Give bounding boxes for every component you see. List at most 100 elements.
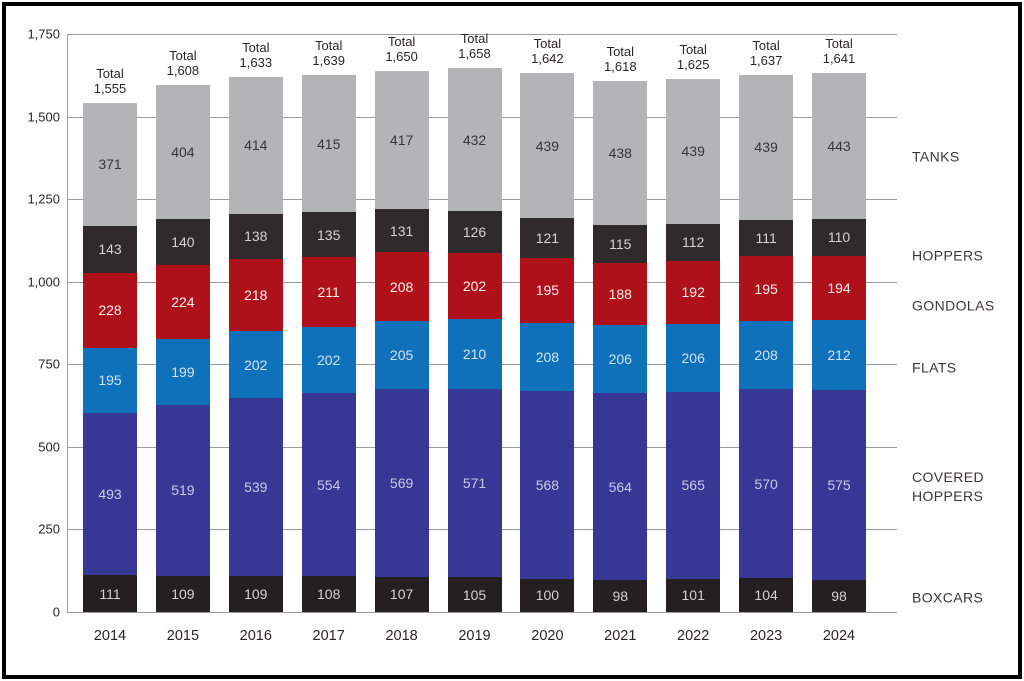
bar-segment-gondolas-2021: 188 [593, 263, 648, 326]
bar-segment-gondolas-2017: 211 [301, 256, 356, 327]
segment-value-flats-2019: 210 [462, 346, 487, 363]
bar-segment-tanks-2023: 439 [739, 74, 794, 220]
segment-value-flats-2022: 206 [681, 350, 705, 367]
bar-segment-boxcars-2014: 111 [83, 575, 137, 612]
segment-value-hoppers-2021: 115 [609, 236, 632, 253]
segment-value-gondolas-2018: 208 [389, 278, 414, 295]
bar-segment-tanks-2017: 415 [301, 75, 356, 213]
bar-segment-boxcars-2016: 109 [228, 576, 283, 612]
segment-value-tanks-2015: 404 [171, 143, 195, 160]
bar-segment-hoppers-2018: 131 [374, 209, 429, 253]
bar-2023: 104 570 208 195 111 439 [739, 6, 794, 612]
segment-value-covered-hoppers-2021: 564 [608, 478, 632, 495]
bar-segment-flats-2021: 206 [593, 325, 648, 394]
bar-segment-covered-hoppers-2019: 571 [447, 388, 502, 578]
segment-value-boxcars-2015: 109 [171, 586, 195, 602]
segment-value-boxcars-2017: 108 [317, 586, 341, 603]
segment-value-tanks-2014: 371 [98, 156, 122, 173]
bar-segment-gondolas-2015: 224 [155, 264, 210, 339]
bar-segment-hoppers-2014: 143 [83, 225, 137, 273]
segment-value-tanks-2020: 439 [535, 137, 560, 154]
bar-segment-covered-hoppers-2015: 519 [155, 404, 210, 576]
segment-value-covered-hoppers-2018: 569 [389, 474, 414, 491]
plot-area: 0 250 500 750 1,000 1,250 1,500 1,750 111 493 195 2… [6, 6, 1018, 675]
segment-value-tanks-2019: 432 [462, 131, 487, 148]
bar-segment-flats-2022: 206 [666, 324, 721, 393]
segment-value-flats-2020: 208 [535, 349, 560, 366]
bar-segment-gondolas-2024: 194 [812, 255, 866, 320]
total-label-2014: Total 1,555 [93, 66, 127, 97]
legend-label-tanks: TANKS [912, 148, 960, 165]
segment-value-hoppers-2018: 131 [389, 222, 414, 239]
segment-value-boxcars-2022: 101 [681, 587, 705, 604]
bar-segment-tanks-2020: 439 [520, 73, 575, 219]
y-axis-line [67, 34, 68, 612]
segment-value-gondolas-2020: 195 [535, 282, 560, 299]
segment-value-boxcars-2014: 111 [99, 585, 121, 602]
segment-value-tanks-2018: 417 [389, 132, 414, 149]
segment-value-tanks-2022: 439 [681, 143, 705, 160]
x-axis-label-2016: 2016 [239, 628, 272, 644]
bar-segment-hoppers-2021: 115 [593, 225, 648, 264]
segment-value-tanks-2023: 439 [754, 139, 778, 156]
bar-segment-hoppers-2022: 112 [666, 223, 721, 261]
legend-label-covered-hoppers: COVERED HOPPERS [912, 469, 985, 504]
bar-segment-gondolas-2018: 208 [374, 252, 429, 322]
total-label-2023: Total 1,637 [749, 37, 783, 68]
segment-value-gondolas-2017: 211 [317, 283, 340, 300]
segment-value-boxcars-2021: 98 [612, 587, 629, 604]
segment-value-hoppers-2024: 110 [827, 229, 851, 246]
x-axis-label-2015: 2015 [166, 628, 200, 644]
segment-value-covered-hoppers-2023: 570 [754, 475, 778, 492]
bar-segment-gondolas-2019: 202 [447, 252, 502, 320]
bar-segment-hoppers-2015: 140 [155, 218, 210, 265]
bar-segment-flats-2023: 208 [739, 320, 794, 390]
bar-segment-covered-hoppers-2014: 493 [83, 412, 137, 576]
bar-2017: 108 554 202 211 135 415 [301, 6, 356, 612]
total-label-2019: Total 1,658 [458, 31, 491, 62]
segment-value-tanks-2017: 415 [317, 135, 341, 152]
segment-value-hoppers-2015: 140 [171, 233, 195, 250]
segment-value-flats-2014: 195 [98, 372, 122, 389]
bar-2022: 101 565 206 192 112 439 [666, 6, 721, 612]
y-axis-tick-label: 0 [52, 604, 60, 620]
x-axis-label-2024: 2024 [822, 628, 856, 644]
bar-segment-covered-hoppers-2020: 568 [520, 391, 575, 579]
bar-segment-flats-2018: 205 [374, 321, 429, 389]
bar-2021: 98 564 206 188 115 438 [593, 6, 648, 612]
total-label-2021: Total 1,618 [604, 43, 637, 74]
legend-label-hoppers: HOPPERS [912, 247, 984, 264]
bar-2018: 107 569 205 208 131 417 [374, 6, 429, 612]
x-axis-label-2021: 2021 [604, 628, 637, 644]
bar-segment-tanks-2019: 432 [447, 68, 502, 212]
bar-2015: 109 519 199 224 140 404 [155, 6, 210, 612]
total-label-2022: Total 1,625 [676, 41, 710, 72]
segment-value-tanks-2016: 414 [244, 137, 268, 154]
y-axis-tick-label: 500 [38, 439, 60, 455]
segment-value-flats-2016: 202 [244, 356, 268, 373]
bar-segment-boxcars-2021: 98 [593, 579, 648, 612]
bar-2020: 100 568 208 195 121 439 [520, 6, 575, 612]
bar-segment-gondolas-2022: 192 [666, 260, 721, 324]
y-axis-tick-label: 1,750 [27, 26, 60, 42]
y-axis-tick-label: 250 [38, 521, 60, 537]
bar-segment-boxcars-2023: 104 [739, 577, 794, 612]
bar-segment-covered-hoppers-2016: 539 [228, 397, 283, 576]
segment-value-hoppers-2022: 112 [682, 234, 705, 251]
segment-value-gondolas-2023: 195 [754, 280, 778, 297]
y-axis-tick-label: 750 [38, 356, 60, 372]
bar-segment-covered-hoppers-2024: 575 [812, 389, 866, 580]
bar-segment-gondolas-2023: 195 [739, 256, 794, 321]
bar-segment-boxcars-2022: 101 [666, 578, 721, 612]
bar-segment-tanks-2016: 414 [228, 76, 283, 214]
x-axis-label-2017: 2017 [312, 628, 345, 644]
bar-segment-boxcars-2024: 98 [812, 579, 866, 612]
segment-value-covered-hoppers-2015: 519 [171, 482, 195, 499]
segment-value-gondolas-2021: 188 [608, 286, 632, 303]
bar-segment-covered-hoppers-2023: 570 [739, 389, 794, 578]
y-axis-tick-label: 1,500 [27, 109, 60, 125]
legend-label-flats: FLATS [912, 359, 957, 376]
segment-value-covered-hoppers-2020: 568 [535, 477, 560, 494]
segment-value-covered-hoppers-2014: 493 [98, 485, 122, 502]
